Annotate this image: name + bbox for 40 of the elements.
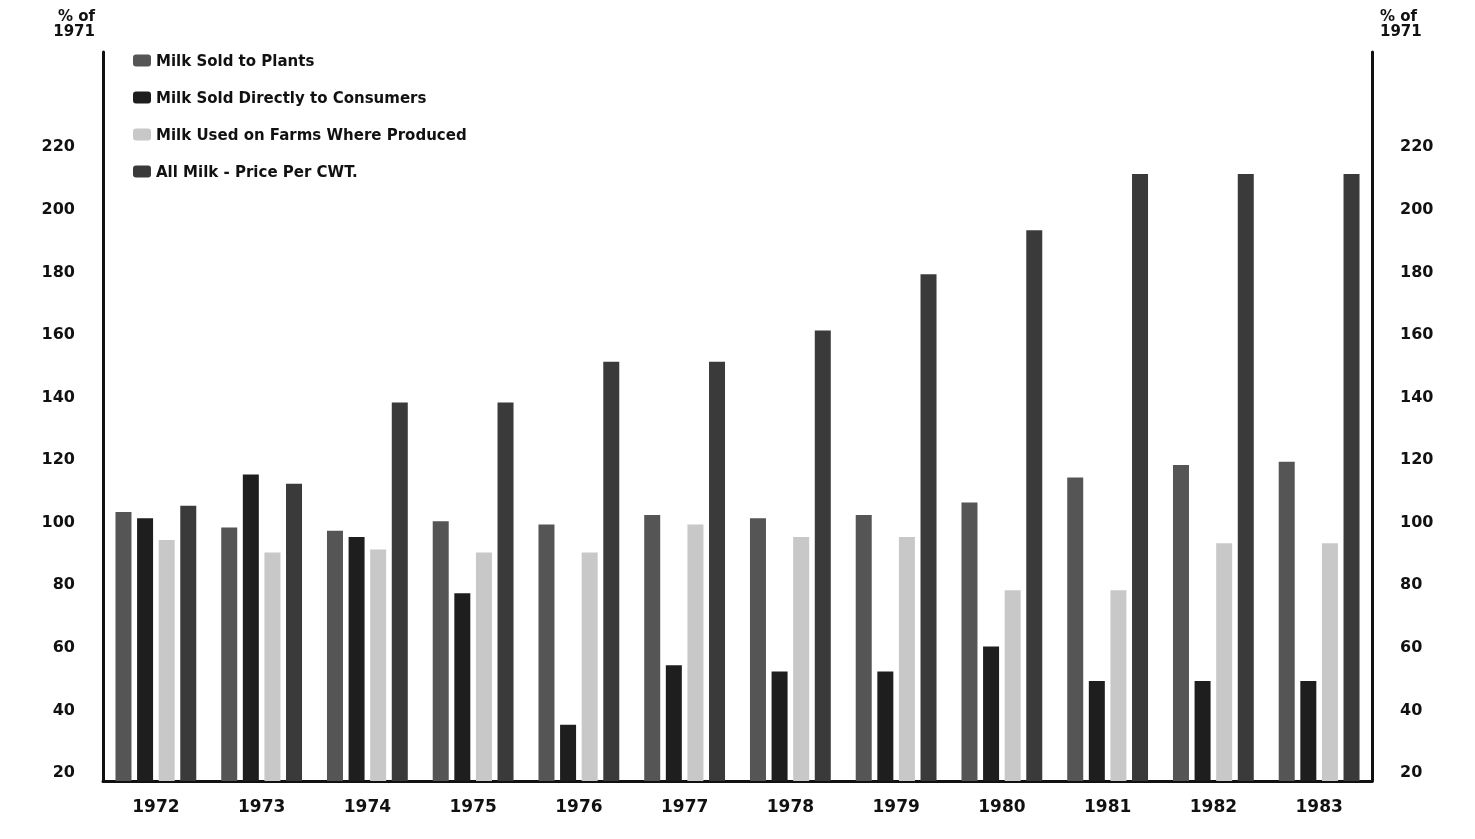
y2-axis-title: % of 1971 [1380, 6, 1422, 40]
y2-tick-label: 180 [1400, 261, 1434, 281]
y-tick-label: 200 [41, 198, 75, 218]
y2-tick-label: 40 [1400, 699, 1423, 719]
x-tick-label: 1981 [1083, 795, 1132, 816]
y2-tick-label: 200 [1400, 198, 1434, 218]
legend-label: All Milk - Price Per CWT. [156, 162, 358, 181]
y-tick-label: 160 [41, 324, 75, 344]
x-tick-label: 1979 [872, 795, 920, 816]
y-tick-label: 180 [41, 261, 75, 281]
x-tick-label: 1978 [766, 795, 815, 816]
y-tick-label: 100 [41, 511, 75, 531]
x-tick-label: 1976 [555, 795, 603, 816]
y-tick-label: 80 [52, 574, 75, 594]
y2-tick-label: 20 [1400, 762, 1423, 782]
x-tick-label: 1982 [1189, 795, 1238, 816]
x-tick-label: 1980 [978, 795, 1026, 816]
y2-tick-label: 220 [1400, 136, 1434, 156]
y-tick-label: 220 [41, 136, 75, 156]
x-tick-label: 1974 [343, 795, 392, 816]
y2-tick-label: 100 [1400, 511, 1434, 531]
x-tick-label: 1983 [1295, 795, 1343, 816]
x-tick-label: 1977 [660, 795, 709, 816]
y2-tick-label: 80 [1400, 574, 1423, 594]
y2-tick-label: 60 [1400, 636, 1423, 656]
y-tick-label: 120 [41, 449, 75, 469]
x-tick-label: 1973 [237, 795, 286, 816]
legend-label: Milk Used on Farms Where Produced [156, 125, 467, 144]
x-tick-label: 1975 [449, 795, 497, 816]
y2-tick-label: 160 [1400, 324, 1434, 344]
x-tick-label: 1972 [132, 795, 180, 816]
y-tick-label: 140 [41, 386, 75, 406]
y-tick-label: 20 [52, 762, 75, 782]
legend-label: Milk Sold Directly to Consumers [156, 88, 427, 107]
y-tick-label: 40 [52, 699, 75, 719]
legend-label: Milk Sold to Plants [156, 51, 315, 70]
y2-tick-label: 120 [1400, 449, 1434, 469]
y2-tick-label: 140 [1400, 386, 1434, 406]
y-tick-label: 60 [52, 636, 75, 656]
y-axis-title: % of 1971 [53, 6, 96, 40]
